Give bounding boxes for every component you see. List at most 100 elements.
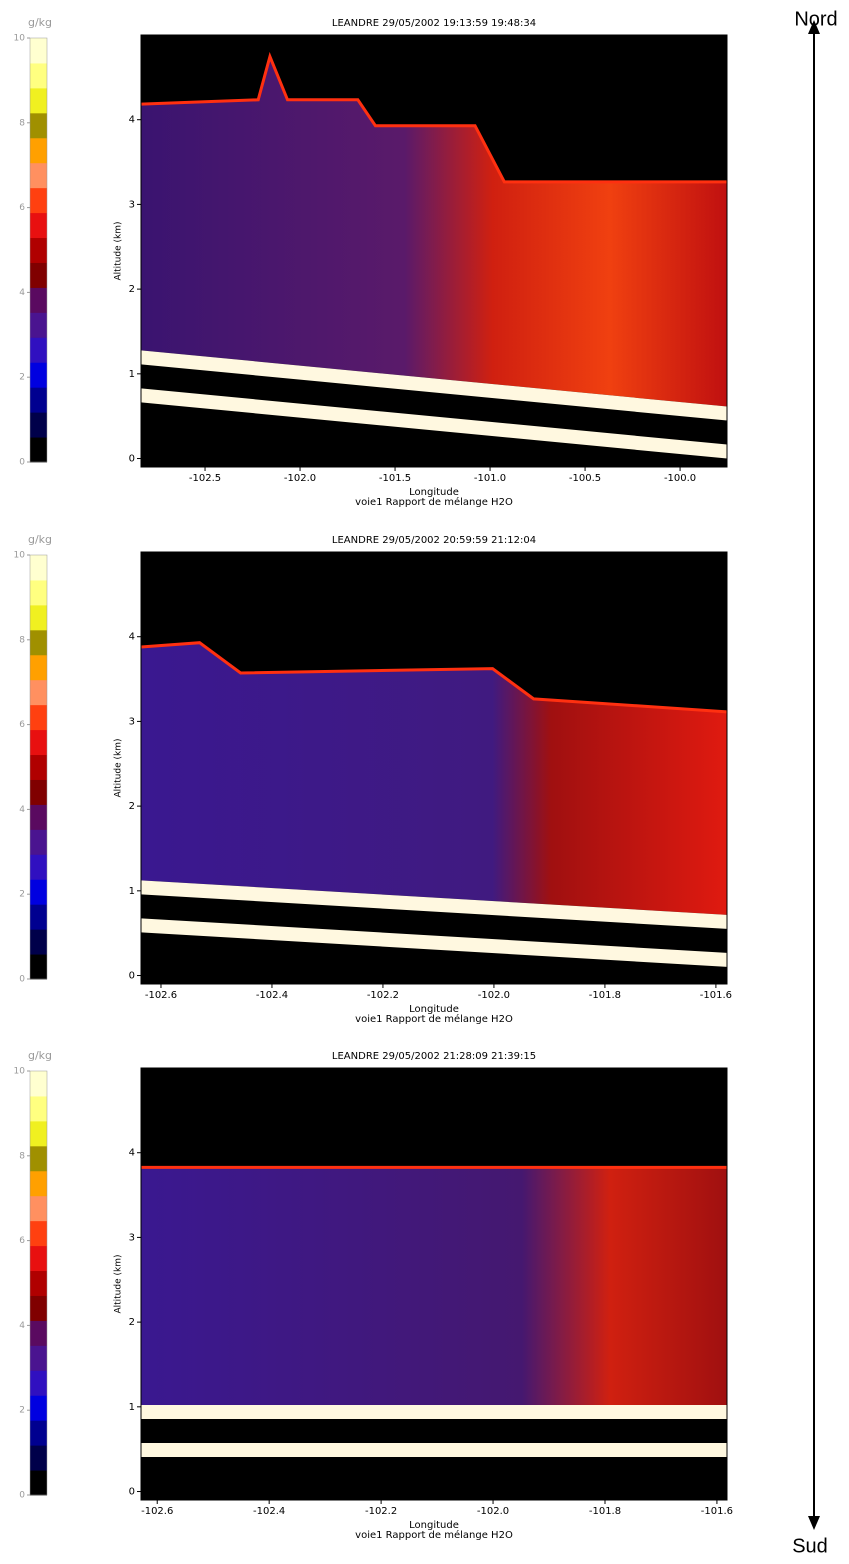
x-tick-label: -102.0 bbox=[284, 473, 316, 484]
y-axis-label: Altitude (km) bbox=[114, 1254, 124, 1313]
colorbar-band bbox=[30, 187, 47, 214]
x-axis-label: Longitude bbox=[409, 1520, 459, 1531]
colorbar-band bbox=[30, 1395, 47, 1421]
colorbar-label: g/kg bbox=[28, 1049, 52, 1062]
colorbar-band bbox=[30, 112, 47, 139]
plot-frame bbox=[140, 34, 728, 468]
layer-top bbox=[140, 641, 728, 714]
plot-frame bbox=[140, 1067, 728, 1501]
colorbar-tick-label: 6 bbox=[19, 203, 25, 213]
x-tick-label: -102.2 bbox=[365, 1506, 397, 1517]
y-axis-label: Altitude (km) bbox=[114, 738, 124, 797]
ground-band bbox=[141, 1442, 727, 1457]
y-tick-label: 4 bbox=[129, 115, 135, 126]
colorbar-band bbox=[30, 337, 47, 363]
x-tick-label: -101.0 bbox=[474, 473, 506, 484]
ground-band bbox=[141, 388, 727, 459]
colorbar-band bbox=[30, 879, 47, 905]
colorbar-band bbox=[30, 1120, 47, 1147]
colorbar-band bbox=[30, 137, 47, 164]
colorbar-band bbox=[30, 162, 47, 189]
x-tick-label: -102.6 bbox=[145, 990, 177, 1001]
colorbar-band bbox=[30, 1445, 47, 1471]
colorbar-tick-label: 4 bbox=[19, 805, 25, 815]
colorbar-band bbox=[30, 929, 47, 955]
y-tick-label: 1 bbox=[129, 886, 135, 897]
colorbar-tick-label: 4 bbox=[19, 288, 25, 298]
y-tick-label: 0 bbox=[129, 454, 135, 465]
colorbar-band bbox=[30, 579, 47, 606]
colorbar-band bbox=[30, 1095, 47, 1122]
colorbar-band bbox=[30, 38, 47, 64]
colorbar-band bbox=[30, 1245, 47, 1272]
colorbar-tick-label: 2 bbox=[19, 373, 25, 383]
x-axis-label: Longitude bbox=[409, 487, 459, 498]
arrow-head bbox=[808, 1516, 820, 1530]
colorbar-band bbox=[30, 754, 47, 780]
y-tick-label: 0 bbox=[129, 1487, 135, 1498]
caption: voie1 Rapport de mélange H2O bbox=[355, 496, 513, 508]
arrow-head bbox=[808, 20, 820, 34]
x-tick-label: -102.4 bbox=[256, 990, 288, 1001]
colorbar-tick-label: 0 bbox=[19, 1491, 25, 1501]
ground-band bbox=[141, 880, 727, 929]
colorbar-band bbox=[30, 629, 47, 656]
colorbar-frame bbox=[29, 37, 48, 463]
colorbar-tick-label: 2 bbox=[19, 890, 25, 900]
colorbar-band bbox=[30, 904, 47, 930]
colorbar-tick-label: 6 bbox=[19, 720, 25, 730]
colorbar-band bbox=[30, 87, 47, 114]
colorbar-tick-label: 8 bbox=[19, 1151, 25, 1161]
colorbar-band bbox=[30, 729, 47, 756]
x-tick-label: -101.5 bbox=[379, 473, 411, 484]
layer-top bbox=[140, 51, 727, 184]
colorbar-band bbox=[30, 1170, 47, 1197]
colorbar-band bbox=[30, 604, 47, 631]
colorbar-band bbox=[30, 1145, 47, 1172]
x-tick-label: -102.6 bbox=[141, 1506, 173, 1517]
plot-frame bbox=[140, 551, 728, 985]
north-label: Nord bbox=[794, 8, 837, 30]
colorbar-band bbox=[30, 237, 47, 263]
chart-title: LEANDRE 29/05/2002 20:59:59 21:12:04 bbox=[332, 535, 536, 546]
colorbar-band bbox=[30, 1370, 47, 1396]
y-tick-label: 1 bbox=[129, 369, 135, 380]
colorbar-frame bbox=[29, 554, 48, 980]
caption: voie1 Rapport de mélange H2O bbox=[355, 1529, 513, 1541]
colorbar-tick-label: 8 bbox=[19, 635, 25, 645]
x-tick-label: -101.6 bbox=[701, 1506, 733, 1517]
y-tick-label: 2 bbox=[129, 801, 135, 812]
colorbar-band bbox=[30, 212, 47, 239]
ground-band bbox=[141, 1404, 727, 1419]
colorbar-band bbox=[30, 654, 47, 681]
y-tick-label: 3 bbox=[129, 716, 135, 727]
colorbar-tick-label: 4 bbox=[19, 1321, 25, 1331]
ground-band bbox=[141, 350, 727, 421]
y-tick-label: 4 bbox=[129, 632, 135, 643]
chart-title: LEANDRE 29/05/2002 21:28:09 21:39:15 bbox=[332, 1051, 536, 1062]
colorbar-band bbox=[30, 62, 47, 89]
colorbar-band bbox=[30, 954, 47, 980]
colorbar-tick-label: 10 bbox=[14, 34, 26, 44]
x-tick-label: -101.8 bbox=[589, 1506, 621, 1517]
chart-title: LEANDRE 29/05/2002 19:13:59 19:48:34 bbox=[332, 18, 536, 29]
y-tick-label: 2 bbox=[129, 284, 135, 295]
colorbar-band bbox=[30, 1071, 47, 1097]
colorbar-band bbox=[30, 555, 47, 581]
colorbar-band bbox=[30, 1470, 47, 1496]
y-tick-label: 0 bbox=[129, 971, 135, 982]
colorbar-band bbox=[30, 437, 47, 463]
colorbar-tick-label: 10 bbox=[14, 1067, 26, 1077]
colorbar-band bbox=[30, 679, 47, 706]
colorbar-band bbox=[30, 704, 47, 731]
colorbar-band bbox=[30, 829, 47, 855]
x-tick-label: -100.0 bbox=[664, 473, 696, 484]
colorbar-band bbox=[30, 854, 47, 880]
x-axis-label: Longitude bbox=[409, 1004, 459, 1015]
colorbar-band bbox=[30, 287, 47, 313]
colorbar-band bbox=[30, 312, 47, 338]
y-tick-label: 3 bbox=[129, 1232, 135, 1243]
colorbar-tick-label: 2 bbox=[19, 1406, 25, 1416]
x-tick-label: -100.5 bbox=[569, 473, 601, 484]
